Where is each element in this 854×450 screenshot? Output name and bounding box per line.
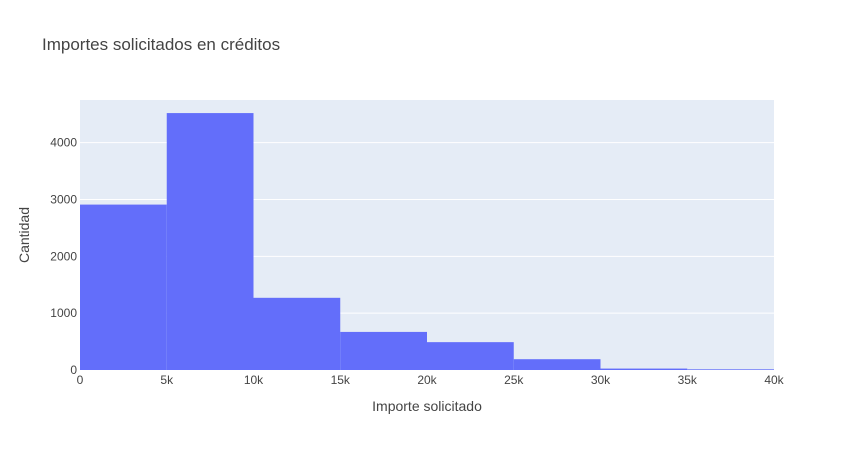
histogram-bar [427, 342, 514, 370]
y-axis-title: Cantidad [16, 207, 32, 263]
x-tick-label: 35k [678, 373, 698, 387]
y-tick-label: 2000 [50, 249, 77, 263]
histogram-bar [340, 331, 427, 370]
chart-title: Importes solicitados en créditos [42, 35, 280, 54]
y-tick-label: 1000 [50, 306, 77, 320]
x-tick-label: 40k [764, 373, 784, 387]
histogram-bar [687, 369, 774, 370]
x-tick-label: 15k [331, 373, 351, 387]
bars [80, 113, 774, 371]
histogram-bar [600, 368, 688, 370]
y-tick-label: 4000 [50, 136, 77, 150]
x-tick-label: 30k [591, 373, 611, 387]
x-tick-label: 0 [77, 373, 84, 387]
y-tick-label: 0 [70, 363, 77, 377]
histogram-bar [166, 113, 254, 371]
histogram-bar [80, 204, 167, 370]
x-tick-label: 20k [417, 373, 437, 387]
x-tick-label: 10k [244, 373, 264, 387]
x-tick-label: 5k [160, 373, 174, 387]
y-tick-label: 3000 [50, 192, 77, 206]
x-tick-label: 25k [504, 373, 524, 387]
x-axis-title: Importe solicitado [372, 398, 482, 414]
histogram-bar [253, 297, 341, 370]
histogram-bar [513, 359, 601, 370]
x-axis-ticks: 0 5k 10k 15k 20k 25k 30k 35k 40k [77, 373, 785, 387]
y-axis-ticks: 0 1000 2000 3000 4000 [50, 136, 77, 377]
